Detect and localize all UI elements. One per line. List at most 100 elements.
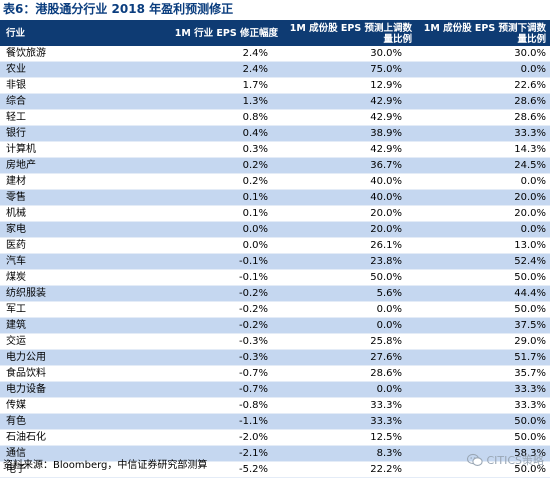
cell-downgrade-ratio: 14.3% — [416, 141, 550, 159]
cell-downgrade-ratio: 24.5% — [416, 157, 550, 175]
table-row: 军工 -0.2% 0.0% 50.0% — [0, 301, 550, 319]
cell-upgrade-ratio: 12.5% — [282, 429, 416, 447]
cell-eps-revision: 2.4% — [152, 61, 282, 79]
cell-downgrade-ratio: 28.6% — [416, 93, 550, 111]
table-row: 房地产 0.2% 36.7% 24.5% — [0, 157, 550, 175]
cell-industry: 轻工 — [0, 109, 152, 127]
cell-downgrade-ratio: 30.0% — [416, 46, 550, 63]
cell-upgrade-ratio: 40.0% — [282, 173, 416, 191]
cell-industry: 农业 — [0, 61, 152, 79]
cell-industry: 食品饮料 — [0, 365, 152, 383]
cell-upgrade-ratio: 22.2% — [282, 461, 416, 479]
table-row: 通信 -2.1% 8.3% 58.3% — [0, 445, 550, 463]
header-eps-revision: 1M 行业 EPS 修正幅度 — [174, 28, 278, 39]
cell-industry: 计算机 — [0, 141, 152, 159]
watermark: CITICS策略 — [467, 452, 544, 468]
cell-eps-revision: 0.4% — [152, 125, 282, 143]
cell-industry: 交运 — [0, 333, 152, 351]
cell-industry: 传媒 — [0, 397, 152, 415]
cell-industry: 煤炭 — [0, 269, 152, 287]
cell-downgrade-ratio: 52.4% — [416, 253, 550, 271]
cell-industry: 银行 — [0, 125, 152, 143]
table-title: 表6：港股通分行业 2018 年盈利预测修正 — [3, 2, 234, 16]
cell-downgrade-ratio: 33.3% — [416, 125, 550, 143]
wechat-icon — [467, 453, 484, 467]
cell-upgrade-ratio: 20.0% — [282, 205, 416, 223]
table-row: 银行 0.4% 38.9% 33.3% — [0, 125, 550, 143]
cell-eps-revision: 0.2% — [152, 173, 282, 191]
cell-eps-revision: -0.7% — [152, 365, 282, 383]
cell-upgrade-ratio: 75.0% — [282, 61, 416, 79]
table-row: 零售 0.1% 40.0% 20.0% — [0, 189, 550, 207]
cell-eps-revision: -0.1% — [152, 253, 282, 271]
cell-industry: 综合 — [0, 93, 152, 111]
cell-upgrade-ratio: 25.8% — [282, 333, 416, 351]
cell-downgrade-ratio: 37.5% — [416, 317, 550, 335]
cell-downgrade-ratio: 44.4% — [416, 285, 550, 303]
table-row: 家电 0.0% 20.0% 0.0% — [0, 221, 550, 239]
cell-downgrade-ratio: 22.6% — [416, 77, 550, 95]
cell-eps-revision: 2.4% — [152, 46, 282, 63]
cell-upgrade-ratio: 30.0% — [282, 46, 416, 63]
cell-downgrade-ratio: 50.0% — [416, 429, 550, 447]
cell-upgrade-ratio: 20.0% — [282, 221, 416, 239]
cell-industry: 非银 — [0, 77, 152, 95]
cell-industry: 零售 — [0, 189, 152, 207]
cell-downgrade-ratio: 33.3% — [416, 397, 550, 415]
cell-eps-revision: -2.0% — [152, 429, 282, 447]
cell-eps-revision: -0.2% — [152, 301, 282, 319]
cell-downgrade-ratio: 50.0% — [416, 269, 550, 287]
cell-eps-revision: -2.1% — [152, 445, 282, 463]
table-row: 传媒 -0.8% 33.3% 33.3% — [0, 397, 550, 415]
table-row: 电子 -5.2% 22.2% 50.0% — [0, 461, 550, 479]
table-row: 电力公用 -0.3% 27.6% 51.7% — [0, 349, 550, 367]
table-row: 轻工 0.8% 42.9% 28.6% — [0, 109, 550, 127]
cell-eps-revision: 0.0% — [152, 237, 282, 255]
cell-industry: 石油石化 — [0, 429, 152, 447]
cell-downgrade-ratio: 33.3% — [416, 381, 550, 399]
cell-downgrade-ratio: 0.0% — [416, 173, 550, 191]
cell-industry: 电子 — [0, 461, 152, 479]
cell-upgrade-ratio: 42.9% — [282, 93, 416, 111]
cell-eps-revision: -0.1% — [152, 269, 282, 287]
cell-downgrade-ratio: 50.0% — [416, 301, 550, 319]
cell-eps-revision: -0.2% — [152, 317, 282, 335]
cell-industry: 餐饮旅游 — [0, 46, 152, 63]
header-downgrade-ratio: 1M 成份股 EPS 预测下调数量比例 — [423, 22, 546, 45]
cell-industry: 军工 — [0, 301, 152, 319]
table-row: 汽车 -0.1% 23.8% 52.4% — [0, 253, 550, 271]
cell-upgrade-ratio: 12.9% — [282, 77, 416, 95]
table-row: 石油石化 -2.0% 12.5% 50.0% — [0, 429, 550, 447]
table-row: 综合 1.3% 42.9% 28.6% — [0, 93, 550, 111]
table-row: 交运 -0.3% 25.8% 29.0% — [0, 333, 550, 351]
cell-industry: 建材 — [0, 173, 152, 191]
table-row: 食品饮料 -0.7% 28.6% 35.7% — [0, 365, 550, 383]
cell-upgrade-ratio: 42.9% — [282, 141, 416, 159]
table-row: 餐饮旅游 2.4% 30.0% 30.0% — [0, 46, 550, 63]
cell-eps-revision: 0.2% — [152, 157, 282, 175]
eps-revision-table: 行业 1M 行业 EPS 修正幅度 1M 成份股 EPS 预测上调数量比例 1M… — [0, 20, 550, 479]
cell-eps-revision: 0.8% — [152, 109, 282, 127]
cell-downgrade-ratio: 28.6% — [416, 109, 550, 127]
cell-industry: 家电 — [0, 221, 152, 239]
cell-upgrade-ratio: 8.3% — [282, 445, 416, 463]
cell-downgrade-ratio: 20.0% — [416, 205, 550, 223]
cell-upgrade-ratio: 28.6% — [282, 365, 416, 383]
watermark-text: CITICS策略 — [486, 454, 544, 467]
table-row: 电力设备 -0.7% 0.0% 33.3% — [0, 381, 550, 399]
cell-eps-revision: 1.7% — [152, 77, 282, 95]
header-industry: 行业 — [6, 28, 26, 39]
cell-eps-revision: -0.7% — [152, 381, 282, 399]
cell-eps-revision: 0.3% — [152, 141, 282, 159]
cell-upgrade-ratio: 5.6% — [282, 285, 416, 303]
table-row: 计算机 0.3% 42.9% 14.3% — [0, 141, 550, 159]
header-upgrade-ratio: 1M 成份股 EPS 预测上调数量比例 — [289, 22, 412, 45]
cell-upgrade-ratio: 27.6% — [282, 349, 416, 367]
cell-eps-revision: 0.0% — [152, 221, 282, 239]
cell-downgrade-ratio: 0.0% — [416, 61, 550, 79]
cell-eps-revision: -0.3% — [152, 333, 282, 351]
cell-eps-revision: -0.3% — [152, 349, 282, 367]
cell-upgrade-ratio: 33.3% — [282, 413, 416, 431]
table-row: 非银 1.7% 12.9% 22.6% — [0, 77, 550, 95]
cell-eps-revision: 0.1% — [152, 205, 282, 223]
